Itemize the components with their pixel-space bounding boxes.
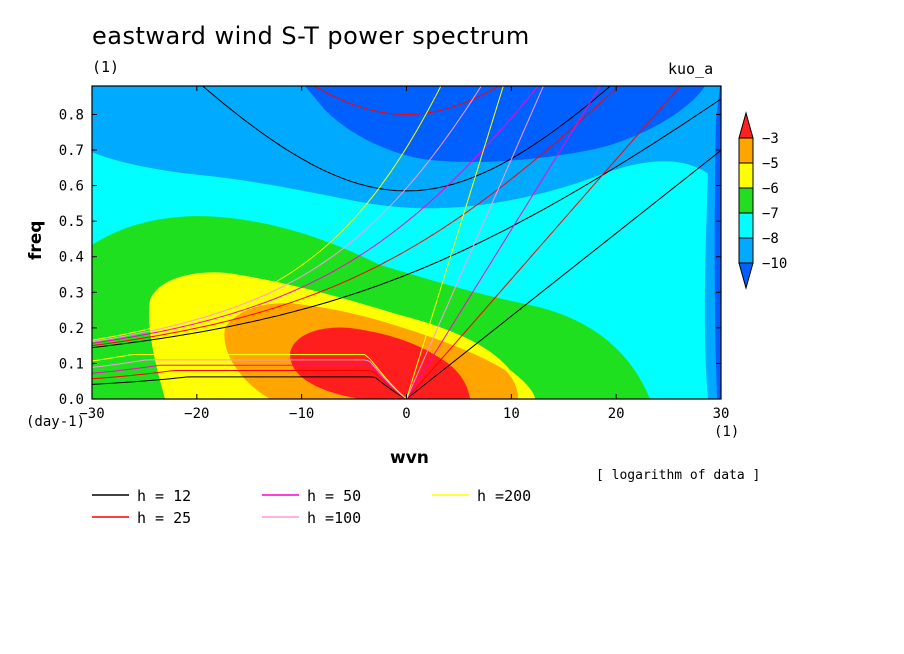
axes: 0.0 0.1 0.2 0.3 0.4 0.5 0.6 0.7 0.8 −30 −20 −10 0 10 2… xyxy=(59,86,730,422)
colorbar-segment xyxy=(738,212,754,239)
kelvin-line-h100 xyxy=(406,86,544,399)
x-tick-label: 20 xyxy=(608,406,625,422)
mrg-curve-h25 xyxy=(92,86,620,347)
colorbar-label: −10 xyxy=(762,256,787,272)
y-tick-label: 0.1 xyxy=(59,356,84,372)
legend-label-h12: h = 12 xyxy=(137,487,191,505)
fill-blue-right xyxy=(714,86,721,399)
x-tick-label: 0 xyxy=(402,406,410,422)
colorbar-segment xyxy=(738,162,754,189)
mrg-curve-h50 xyxy=(92,86,539,344)
x-unit-label: (1) xyxy=(714,424,740,440)
kelvin-line-h50 xyxy=(406,86,601,399)
rossby-curve-h25 xyxy=(92,370,407,399)
y-tick-label: 0.3 xyxy=(59,285,84,301)
dispersion-h25 xyxy=(92,86,681,399)
colorbar-label: −5 xyxy=(762,156,779,172)
x-tick-label: −10 xyxy=(289,406,314,422)
dispersion-h12 xyxy=(92,86,721,399)
x-axis-label: wvn xyxy=(390,448,429,468)
rossby-curve-h12 xyxy=(92,376,407,399)
y-tick-label: 0.7 xyxy=(59,143,84,159)
rossby-curve-h100 xyxy=(92,359,407,399)
y-tick-label: 0.2 xyxy=(59,321,84,337)
y-tick-label: 0.6 xyxy=(59,179,84,195)
rossby-curve-h200 xyxy=(92,354,407,399)
legend: h = 12 h = 25 h = 50 h =100 h =200 xyxy=(92,487,531,527)
fill-red xyxy=(290,327,470,399)
kelvin-line-h25 xyxy=(406,86,681,399)
colorbar-segment xyxy=(738,237,754,264)
colorbar-label: −6 xyxy=(762,181,779,197)
x-tick-label: −30 xyxy=(79,406,104,422)
fill-blue xyxy=(305,86,705,162)
dispersion-h100 xyxy=(92,86,544,399)
colorbar-label: −8 xyxy=(762,231,779,247)
unit-label: (1) xyxy=(92,58,120,76)
ig-curve-h50 xyxy=(71,0,742,43)
y-unit-label: (day-1) xyxy=(26,414,86,430)
x-tick-label: 10 xyxy=(503,406,520,422)
colorbar: −3 −5 −6 −7 −8 −10 xyxy=(738,111,787,290)
mrg-curve-h12 xyxy=(92,98,721,349)
colorbar-label: −3 xyxy=(762,131,779,147)
contour-fill xyxy=(92,86,721,399)
y-tick-label: 0.4 xyxy=(59,250,84,266)
kelvin-line-h200 xyxy=(406,86,504,399)
mrg-curve-h100 xyxy=(92,86,482,343)
legend-label-h25: h = 25 xyxy=(137,509,191,527)
chart-title: eastward wind S-T power spectrum xyxy=(92,22,530,50)
colorbar-label: −7 xyxy=(762,206,779,222)
dispersion-h200 xyxy=(92,86,504,399)
ig-curve-h25 xyxy=(313,86,500,116)
log-note: [ logarithm of data ] xyxy=(596,468,761,483)
rossby-curve-h50 xyxy=(92,364,407,399)
colorbar-top-arrow xyxy=(738,111,754,139)
y-tick-label: 0.8 xyxy=(59,107,84,123)
y-tick-label: 0.0 xyxy=(59,392,84,408)
case-label: kuo_a xyxy=(668,60,714,78)
legend-label-h50: h = 50 xyxy=(307,487,361,505)
x-tick-label: −20 xyxy=(184,406,209,422)
kelvin-line-h12 xyxy=(406,149,721,399)
dispersion-curves xyxy=(71,0,742,399)
dispersion-h50 xyxy=(71,0,742,399)
ig-curve-h12 xyxy=(201,86,612,192)
x-tick-label: 30 xyxy=(713,406,730,422)
legend-label-h100: h =100 xyxy=(307,509,361,527)
colorbar-segment xyxy=(738,137,754,164)
colorbar-segment xyxy=(738,187,754,214)
y-tick-label: 0.5 xyxy=(59,214,84,230)
colorbar-bottom-arrow xyxy=(738,262,754,290)
legend-label-h200: h =200 xyxy=(477,487,531,505)
mrg-curve-h200 xyxy=(92,86,442,341)
